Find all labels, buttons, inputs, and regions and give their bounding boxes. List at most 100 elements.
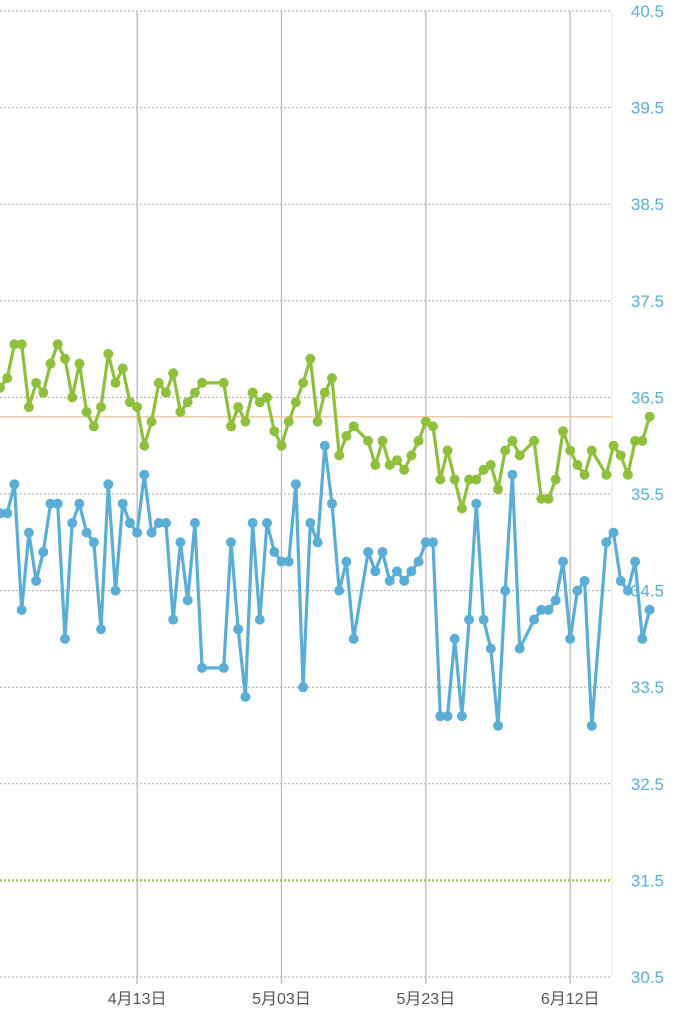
data-point [74,358,85,369]
data-point [543,493,554,504]
data-point [298,682,309,693]
data-point [197,662,208,673]
grid-layer [0,10,613,984]
data-point [52,498,63,509]
data-point [218,662,229,673]
data-point [31,575,42,586]
data-point [406,566,417,577]
data-point [565,633,576,644]
data-point [608,527,619,538]
data-point [392,455,402,466]
data-point [435,474,446,485]
data-point [124,518,135,528]
data-point [493,484,503,495]
data-point [644,411,655,422]
data-point [384,575,395,586]
data-point [536,604,547,615]
data-point [175,406,186,417]
data-point [226,537,236,548]
data-point [622,585,633,596]
data-point [370,460,381,470]
data-point [139,469,150,480]
data-point [319,440,330,451]
data-point [226,421,236,432]
data-point [283,556,294,567]
data-point [370,566,381,577]
data-point [464,614,475,625]
y-axis-ticks: 40.5 39.5 38.5 37.5 36.5 35.5 34.5 33.5 32.5 31.5… [631,2,664,987]
y-tick-label: 36.5 [631,388,664,407]
data-point [565,445,576,456]
data-point [456,503,467,514]
reference-layer [0,415,612,882]
data-point [550,595,561,606]
x-tick-label: 6月12日 [541,991,600,1008]
data-point [16,604,27,615]
data-point [103,348,114,359]
data-point [550,474,561,485]
data-point [31,377,42,388]
data-point [334,450,345,461]
data-point [2,508,13,519]
data-point [377,547,388,557]
data-point [644,604,655,615]
data-point [23,527,34,538]
data-point [262,518,272,528]
data-point [103,479,114,490]
data-point [312,537,323,548]
data-point [16,339,27,350]
data-point [514,643,525,654]
data-point [189,387,200,398]
data-point [168,368,179,379]
data-point [363,547,374,557]
data-point [240,416,251,427]
data-point [630,556,641,567]
data-point [608,440,619,451]
data-point [52,339,63,350]
data-point [341,556,352,567]
data-point [290,479,301,490]
data-point [586,720,597,731]
data-point [88,421,99,432]
y-tick-label: 38.5 [631,195,664,214]
data-point [254,397,265,408]
data-point [175,537,186,548]
series-layer [0,339,655,731]
data-point [182,397,193,408]
data-point [161,387,171,398]
data-point [456,711,467,722]
data-point [536,493,547,504]
data-point [96,402,106,413]
data-point [81,527,92,538]
data-point [377,435,388,446]
data-point [334,585,345,596]
x-tick-label: 4月13日 [108,991,167,1008]
data-point [384,460,395,470]
data-point [514,450,525,461]
data-point [96,624,106,635]
data-point [572,460,583,470]
data-point [254,614,265,625]
data-point [348,421,359,432]
data-point [67,392,78,403]
data-point [197,377,208,388]
y-tick-label: 33.5 [631,678,664,697]
data-point [146,416,157,427]
data-point [81,406,92,417]
data-point [45,498,56,509]
x-axis-ticks: 4月13日 5月03日 5月23日 6月12日 [108,991,600,1008]
data-point [348,633,359,644]
data-point [110,585,121,596]
y-tick-label: 37.5 [631,292,664,311]
data-point [471,498,482,509]
data-point [153,377,164,388]
data-point [218,377,229,388]
y-tick-label: 30.5 [631,968,664,987]
data-point [305,518,316,528]
data-point [319,387,330,398]
data-point [269,547,280,557]
data-point [9,479,20,490]
data-point [247,518,258,528]
data-point [449,633,460,644]
data-point [471,474,482,485]
